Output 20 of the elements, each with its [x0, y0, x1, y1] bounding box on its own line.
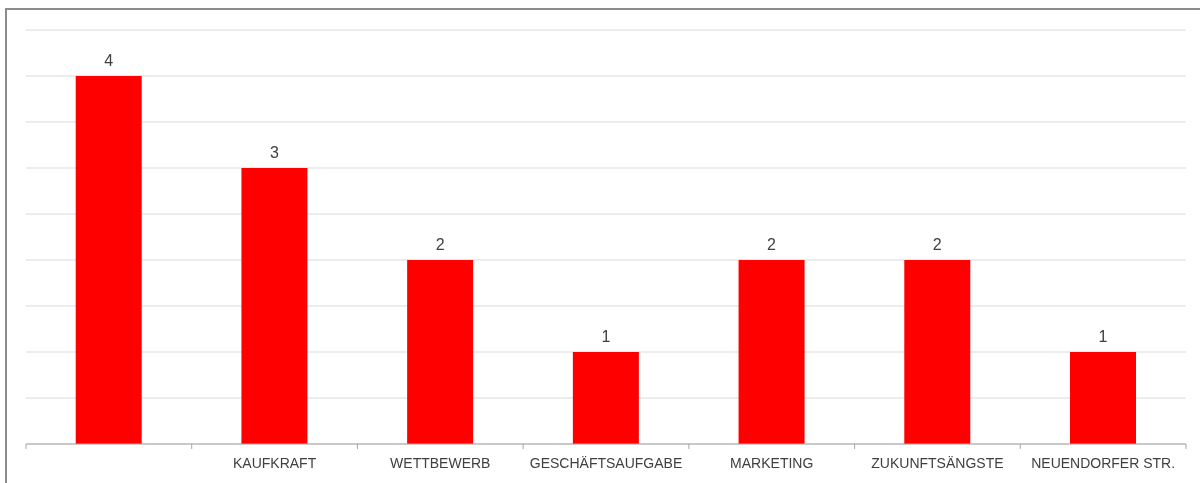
x-tick-label: GESCHÄFTSAUFGABE — [529, 455, 683, 471]
data-label: 2 — [932, 236, 942, 253]
x-tick-label: NEUENDORFER STR. — [1031, 455, 1176, 471]
bar — [407, 260, 474, 444]
bar — [738, 260, 805, 444]
bar — [904, 260, 971, 444]
x-tick-label: WETTBEWERB — [390, 455, 491, 471]
x-tick-label: MARKETING — [730, 455, 814, 471]
bar — [1070, 352, 1136, 444]
bar — [572, 352, 639, 444]
data-label: 3 — [269, 144, 279, 161]
bar — [241, 168, 308, 444]
data-label: 2 — [767, 236, 777, 253]
data-label: 4 — [104, 52, 114, 69]
x-tick-label: ZUKUNFTSÄNGSTE — [871, 455, 1004, 471]
x-tick-label: KAUFKRAFT — [232, 455, 317, 471]
data-label: 2 — [435, 236, 445, 253]
bar — [75, 76, 142, 444]
data-label: 1 — [601, 328, 611, 345]
data-label: 1 — [1098, 328, 1108, 345]
